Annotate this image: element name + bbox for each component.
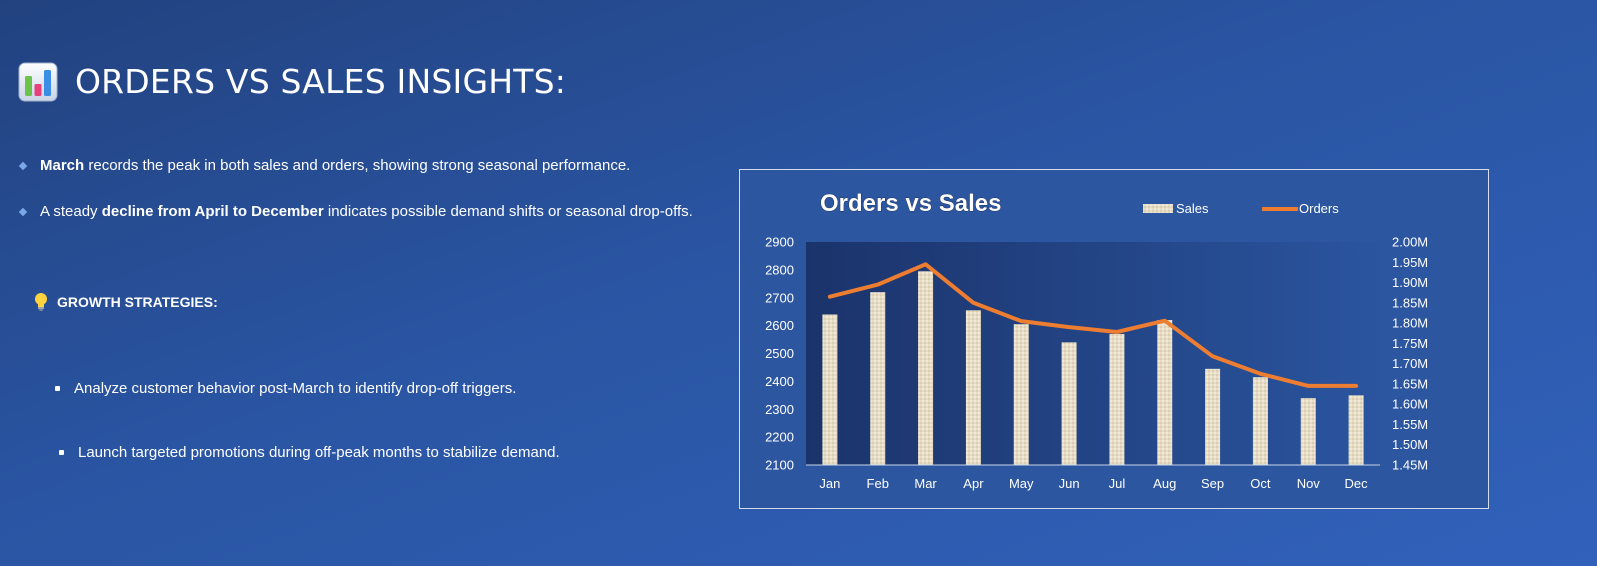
x-tick-label: Jan [819,476,840,491]
plot-area [806,242,1380,465]
y-right-tick-label: 1.85M [1392,295,1428,310]
orders-line [827,262,1359,388]
lightbulb-icon [35,293,47,311]
sales-bar-aug [1157,320,1173,465]
chart-title: Orders vs Sales [820,190,1001,217]
y-right-tick-label: 1.65M [1392,376,1428,391]
y-left-tick-label: 2300 [765,402,794,417]
sales-bar-dec [1348,395,1364,465]
y-right-tick-label: 1.80M [1392,316,1428,331]
y-right-tick-label: 1.55M [1392,417,1428,432]
orders-vs-sales-chart: Jan Feb Mar Apr May Jun Jul Aug Sep Oct Nov Dec 2900… [765,190,1428,491]
x-tick-label: Sep [1201,476,1224,491]
y-right-tick-label: 1.95M [1392,255,1428,270]
x-tick-label: Dec [1345,476,1369,491]
y-right-tick-label: 1.75M [1392,336,1428,351]
y-right-tick-label: 1.50M [1392,437,1428,452]
x-tick-label: May [1009,476,1034,491]
x-tick-label: Apr [963,476,984,491]
sales-bar-nov [1300,398,1316,465]
y-left-tick-label: 2100 [765,458,794,473]
sales-bar-feb [870,292,886,465]
x-tick-label: Mar [914,476,937,491]
legend-swatch-sales [1143,204,1173,213]
y-left-tick-label: 2400 [765,374,794,389]
page-title: ORDERS VS SALES INSIGHTS: [75,62,567,102]
y-left-tick-label: 2900 [765,235,794,250]
insight-item: A steady decline from April to December … [18,203,693,220]
x-tick-label: Aug [1153,476,1176,491]
sales-bar-sep [1205,368,1221,465]
strategy-text: Analyze customer behavior post-March to … [74,380,517,397]
x-tick-label: Jul [1109,476,1126,491]
diamond-bullet-icon [18,161,28,170]
y-right-tick-label: 2.00M [1392,235,1428,250]
y-right-tick-label: 1.70M [1392,356,1428,371]
y-left-tick-label: 2200 [765,430,794,445]
header: ORDERS VS SALES INSIGHTS: [18,38,566,126]
diamond-bullet-icon [18,207,28,216]
growth-title: GROWTH STRATEGIES: [57,294,218,310]
sales-bar-mar [918,271,934,465]
insight-text: March records the peak in both sales and… [40,157,631,174]
strategy-text: Launch targeted promotions during off-pe… [78,444,560,461]
legend: Sales Orders [1143,201,1339,216]
y-left-tick-label: 2700 [765,290,794,305]
x-tick-label: Feb [867,476,889,491]
y-right-tick-label: 1.90M [1392,275,1428,290]
sales-bar-jan [822,314,838,465]
y-left-tick-label: 2600 [765,318,794,333]
sales-bar-jul [1109,333,1125,465]
strategy-item: Analyze customer behavior post-March to … [55,380,516,397]
legend-label-sales: Sales [1176,201,1209,216]
y-left-tick-label: 2500 [765,346,794,361]
bar-chart-icon [18,62,58,102]
x-tick-label: Jun [1059,476,1080,491]
y-right-tick-label: 1.60M [1392,397,1428,412]
insight-item: March records the peak in both sales and… [18,157,631,174]
square-bullet-icon [59,450,64,455]
square-bullet-icon [55,386,60,391]
sales-bar-oct [1252,377,1268,465]
chart-container: Jan Feb Mar Apr May Jun Jul Aug Sep Oct Nov Dec 2900… [739,169,1489,509]
y-right-tick-label: 1.45M [1392,458,1428,473]
legend-label-orders: Orders [1299,201,1339,216]
x-tick-label: Oct [1250,476,1271,491]
sales-bar-apr [965,310,981,465]
sales-bar-may [1013,324,1029,465]
insight-text: A steady decline from April to December … [40,203,693,220]
x-tick-label: Nov [1297,476,1321,491]
y-left-tick-label: 2800 [765,262,794,277]
growth-heading: GROWTH STRATEGIES: [33,292,218,312]
sales-bar-jun [1061,342,1077,465]
strategy-item: Launch targeted promotions during off-pe… [59,444,560,461]
